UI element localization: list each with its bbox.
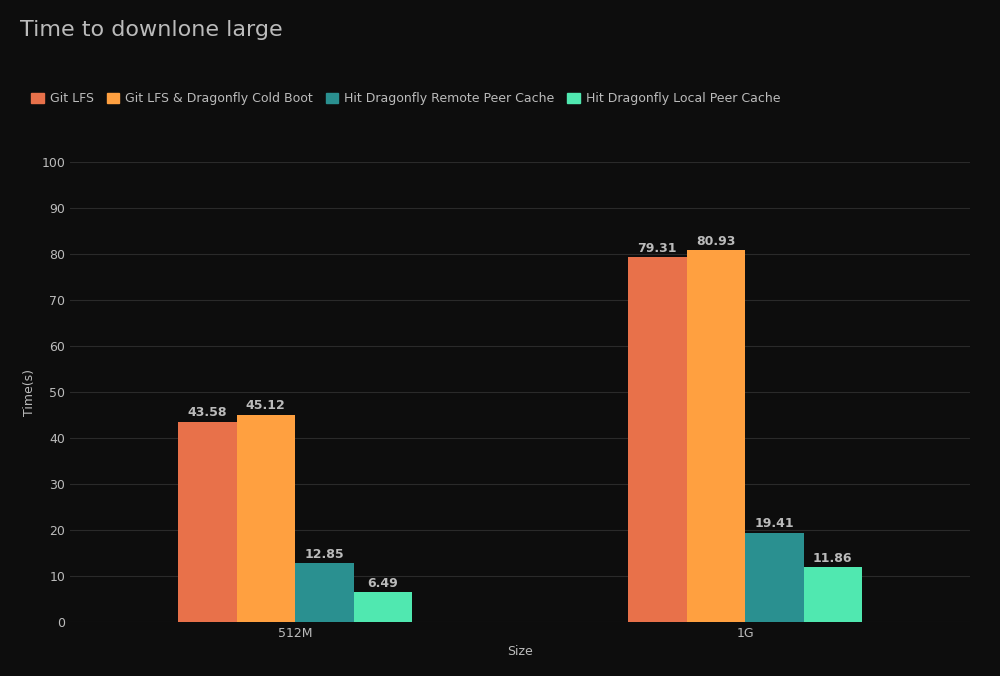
Bar — [354, 592, 412, 622]
Text: 45.12: 45.12 — [246, 400, 286, 412]
Bar — [745, 533, 804, 622]
Bar — [686, 250, 745, 622]
Text: 6.49: 6.49 — [367, 577, 398, 589]
Legend: Git LFS, Git LFS & Dragonfly Cold Boot, Hit Dragonfly Remote Peer Cache, Hit Dra: Git LFS, Git LFS & Dragonfly Cold Boot, … — [26, 87, 785, 110]
X-axis label: Size: Size — [507, 646, 533, 658]
Text: 79.31: 79.31 — [638, 242, 677, 255]
Bar — [295, 563, 354, 622]
Text: 19.41: 19.41 — [754, 517, 794, 531]
Y-axis label: Time(s): Time(s) — [23, 368, 36, 416]
Text: 12.85: 12.85 — [304, 548, 344, 560]
Text: 11.86: 11.86 — [813, 552, 852, 565]
Bar — [237, 414, 295, 622]
Text: 43.58: 43.58 — [188, 406, 227, 419]
Bar — [178, 422, 237, 622]
Text: Time to downlone large: Time to downlone large — [20, 20, 283, 41]
Bar — [804, 567, 862, 622]
Text: 80.93: 80.93 — [696, 235, 735, 247]
Bar — [628, 258, 686, 622]
